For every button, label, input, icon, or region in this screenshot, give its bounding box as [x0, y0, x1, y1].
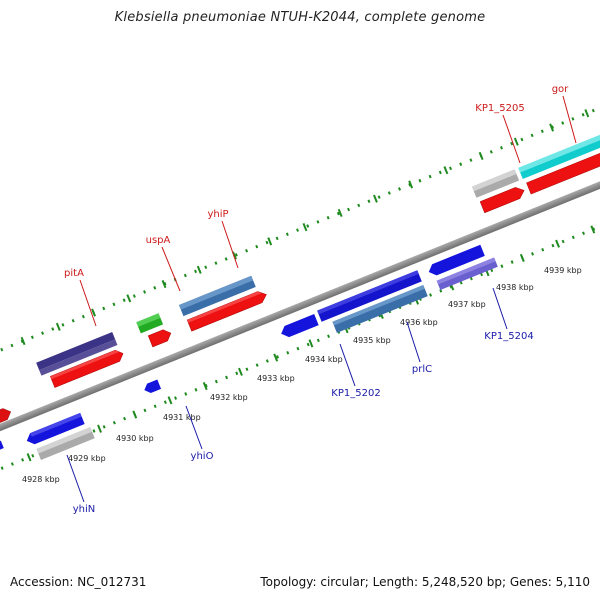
- gene-yhiP-red[interactable]: [186, 289, 268, 332]
- gene-KP1_5204[interactable]: [436, 257, 498, 290]
- kbp-tick-label: 4938 kbp: [496, 283, 534, 292]
- kbp-tick-label: 4930 kbp: [116, 434, 154, 443]
- kbp-tick-label: 4935 kbp: [353, 336, 391, 345]
- forward-major-tick: [337, 208, 343, 217]
- reverse-major-tick: [519, 253, 525, 263]
- gene-pitA-red[interactable]: [50, 348, 125, 388]
- gene-reverse-left[interactable]: [0, 440, 4, 453]
- forward-major-tick: [232, 251, 237, 260]
- gene-KP1_5202[interactable]: [279, 314, 319, 339]
- forward-major-tick: [302, 223, 308, 232]
- gene-label-yhiN[interactable]: yhiN: [73, 504, 96, 515]
- kbp-tick-label: 4929 kbp: [68, 454, 106, 463]
- gene-KP1_5202-long[interactable]: [317, 270, 422, 322]
- accession-label: Accession: NC_012731: [10, 575, 147, 589]
- reverse-major-tick: [273, 353, 279, 362]
- reverse-major-tick: [238, 367, 243, 376]
- forward-major-tick: [584, 109, 590, 118]
- leader-line: [161, 246, 181, 292]
- leader-line: [339, 343, 356, 387]
- kbp-tick-label: 4932 kbp: [210, 393, 248, 402]
- forward-major-tick: [161, 279, 167, 289]
- kbp-tick-label: 4928 kbp: [22, 475, 60, 484]
- forward-major-tick: [126, 294, 132, 303]
- forward-major-tick: [408, 180, 414, 189]
- forward-major-tick: [55, 322, 61, 331]
- kbp-tick-label: 4936 kbp: [400, 318, 438, 327]
- gene-yhiP[interactable]: [178, 275, 256, 317]
- forward-major-tick: [267, 237, 273, 246]
- gene-uspA-red[interactable]: [147, 328, 173, 348]
- gene-label-prlC[interactable]: prlC: [412, 364, 432, 375]
- kbp-tick-label: 4931 kbp: [163, 413, 201, 422]
- genome-summary: Topology: circular; Length: 5,248,520 bp…: [260, 575, 590, 589]
- reverse-major-tick: [132, 410, 138, 419]
- leader-line: [492, 287, 508, 330]
- leader-line: [66, 454, 85, 503]
- leader-line: [79, 279, 97, 327]
- forward-major-tick: [443, 166, 449, 175]
- leader-line: [502, 114, 521, 164]
- forward-major-tick: [478, 151, 484, 161]
- gene-label-pitA[interactable]: pitA: [64, 268, 84, 279]
- forward-major-tick: [549, 123, 555, 132]
- forward-major-tick: [373, 194, 378, 203]
- reverse-major-tick: [167, 396, 173, 405]
- forward-major-tick: [20, 336, 26, 346]
- reverse-major-tick: [202, 381, 208, 391]
- map-title: Klebsiella pneumoniae NTUH-K2044, comple…: [114, 10, 486, 25]
- reverse-major-tick: [555, 239, 560, 248]
- gene-forward-1[interactable]: [0, 406, 13, 428]
- gene-yhiO[interactable]: [142, 379, 162, 395]
- kbp-tick-label: 4939 kbp: [544, 266, 582, 275]
- kbp-tick-label: 4937 kbp: [448, 300, 486, 309]
- forward-major-tick: [91, 308, 96, 317]
- reverse-major-tick: [97, 424, 102, 433]
- gene-pitA[interactable]: [36, 331, 118, 376]
- forward-major-tick: [513, 137, 519, 146]
- leader-line: [185, 405, 203, 450]
- gene-uspA[interactable]: [136, 313, 164, 334]
- reverse-major-tick: [308, 339, 314, 348]
- leader-line: [406, 321, 421, 363]
- gene-label-KP1_5205[interactable]: KP1_5205: [475, 103, 524, 114]
- forward-major-tick: [196, 265, 202, 274]
- gene-label-yhiO[interactable]: yhiO: [191, 451, 214, 462]
- gene-yhiN-gray[interactable]: [36, 427, 95, 460]
- gene-label-uspA[interactable]: uspA: [146, 235, 171, 246]
- gene-gor-red[interactable]: [526, 145, 600, 195]
- gene-KP1_5205[interactable]: [471, 169, 520, 198]
- reverse-major-tick: [590, 225, 596, 234]
- gene-KP1_5205-red[interactable]: [479, 185, 526, 214]
- kbp-tick-label: 4933 kbp: [257, 374, 295, 383]
- kbp-tick-label: 4934 kbp: [305, 355, 343, 364]
- gene-yhiN[interactable]: [25, 412, 85, 447]
- leader-line: [562, 95, 577, 144]
- gene-KP1_5204-blue[interactable]: [427, 244, 485, 278]
- gene-gor[interactable]: [518, 129, 600, 180]
- gene-prlC[interactable]: [332, 285, 428, 333]
- gene-label-KP1_5202[interactable]: KP1_5202: [331, 388, 380, 399]
- gene-label-gor[interactable]: gor: [552, 84, 569, 95]
- reverse-major-tick: [26, 453, 32, 462]
- gene-label-yhiP[interactable]: yhiP: [207, 209, 228, 220]
- gene-label-KP1_5204[interactable]: KP1_5204: [484, 331, 533, 342]
- genome-backbone: [0, 154, 600, 461]
- leader-line: [221, 220, 239, 269]
